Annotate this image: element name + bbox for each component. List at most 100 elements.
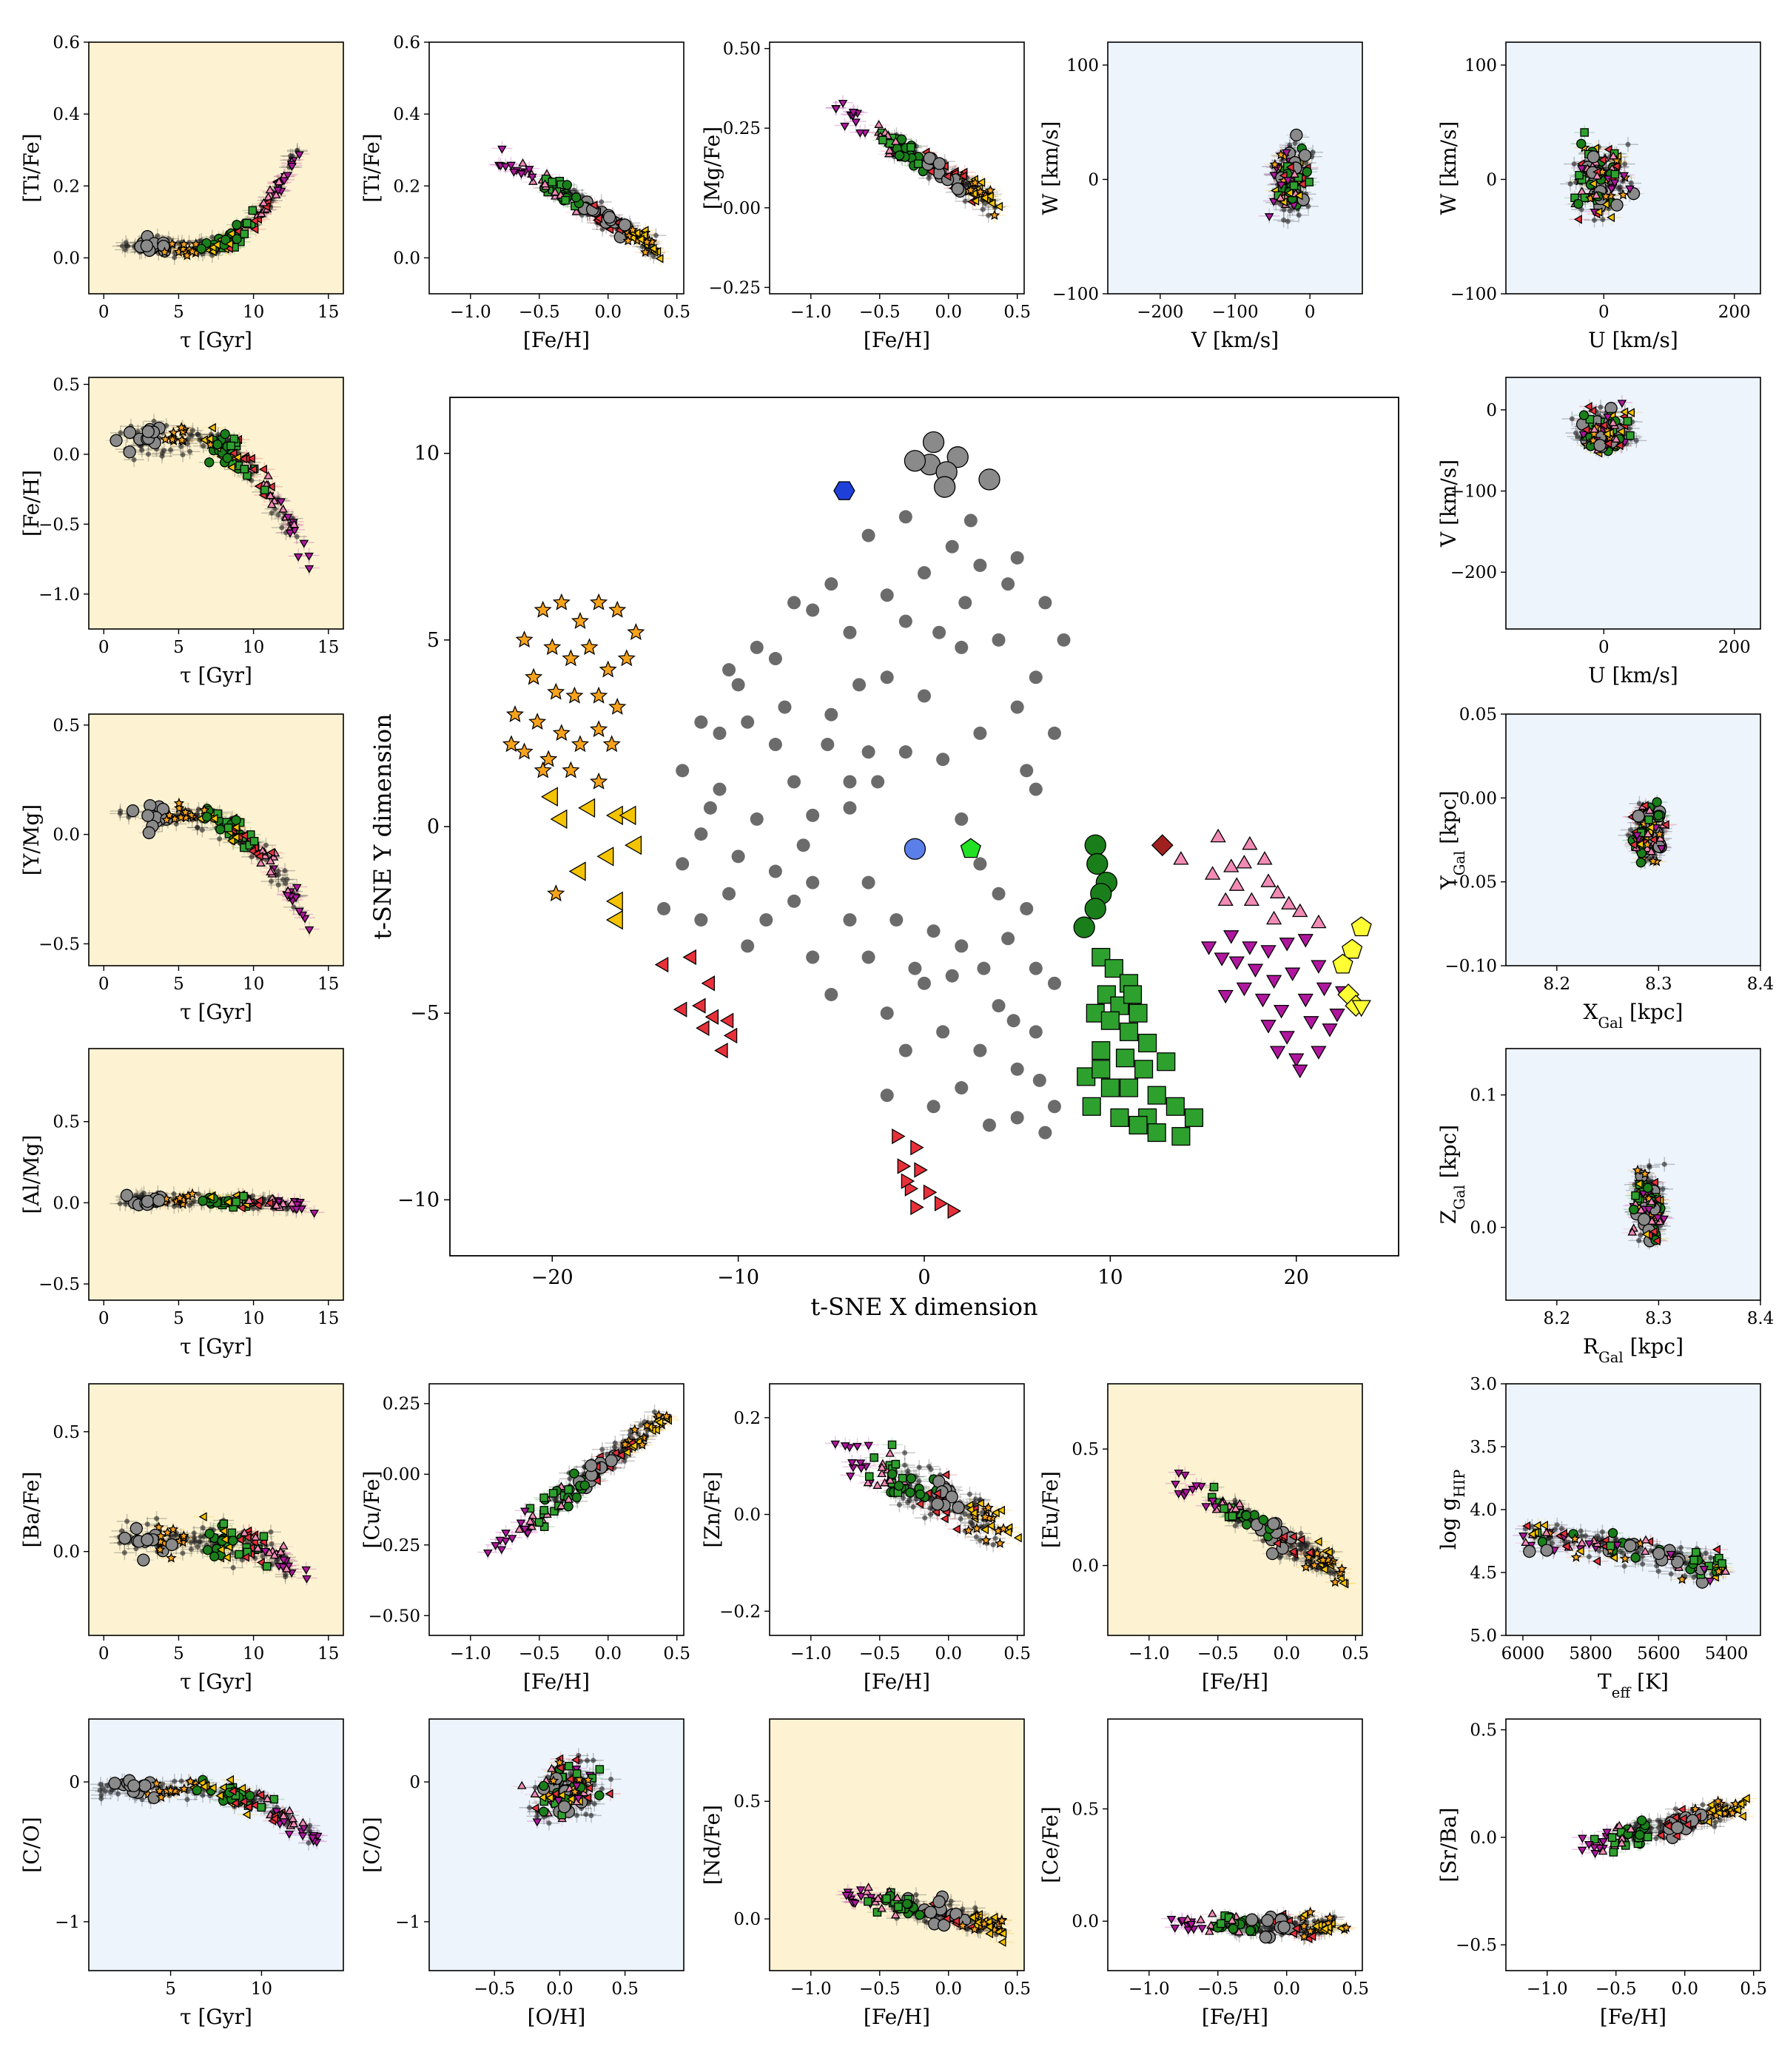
data-point-gray xyxy=(1593,439,1607,452)
data-point-magenta xyxy=(283,514,293,522)
points xyxy=(112,143,310,265)
y-axis-label: [Ti/Fe] xyxy=(360,133,384,202)
panel-frame xyxy=(1505,41,1761,295)
data-point xyxy=(1310,149,1316,155)
data-point-orange xyxy=(198,804,210,815)
data-point-red xyxy=(589,200,598,210)
data-point-red xyxy=(1584,402,1592,411)
data-point-darkgreen xyxy=(222,453,232,463)
data-point-gold xyxy=(987,198,996,209)
data-point-red xyxy=(1581,425,1590,435)
panel-feh-age: 0 5 10 15 −1.0 −0.5 0.0 0.5 τ [Gyr] [Fe/H] xyxy=(19,375,344,687)
x-axis-label: τ [Gyr] xyxy=(180,328,252,352)
data-point-gold xyxy=(231,822,240,832)
data-point-green xyxy=(248,206,258,215)
data-point-green xyxy=(914,159,923,169)
data-point-green xyxy=(226,441,235,451)
data-point xyxy=(294,534,300,539)
x-axis-label: [Fe/H] xyxy=(523,328,590,352)
data-point xyxy=(280,877,286,883)
data-point-green xyxy=(548,178,556,186)
data-point-gray xyxy=(618,218,631,232)
data-point-magenta xyxy=(276,498,286,507)
data-point-pink xyxy=(266,500,277,508)
y-axis-label: V [km/s] xyxy=(1436,460,1461,548)
data-point-pink xyxy=(528,176,538,185)
x-tick-label: 0 xyxy=(98,638,110,657)
y-tick-label: 0.2 xyxy=(393,177,420,196)
data-point-magenta xyxy=(299,539,309,548)
data-point xyxy=(275,512,281,518)
y-tick-label: −200 xyxy=(1450,563,1497,582)
data-point xyxy=(189,428,195,434)
data-point-pink xyxy=(1608,417,1618,426)
data-point-gold xyxy=(632,228,641,238)
panel-background xyxy=(1506,377,1760,629)
y-tick-label: 0.6 xyxy=(53,33,80,53)
data-point xyxy=(118,430,124,436)
data-point-gold xyxy=(655,254,664,263)
data-point xyxy=(195,431,201,437)
data-point xyxy=(1281,217,1287,223)
data-point-pink xyxy=(1608,151,1618,160)
data-point-green xyxy=(1626,431,1635,440)
points xyxy=(825,95,1011,223)
data-point xyxy=(1567,181,1573,186)
data-point xyxy=(168,447,174,453)
panel-background xyxy=(89,377,343,629)
panel-frame xyxy=(88,41,344,295)
x-tick-label: −100 xyxy=(1211,303,1258,322)
data-point-red xyxy=(250,224,259,235)
data-point-orange xyxy=(175,812,186,822)
data-point-gray xyxy=(1298,149,1312,162)
points xyxy=(1259,127,1324,229)
data-point-darkgreen xyxy=(571,192,582,203)
data-point-green xyxy=(878,135,887,145)
data-point-green xyxy=(1610,169,1620,179)
data-point-orange xyxy=(180,806,191,818)
x-tick-label: 0.5 xyxy=(663,303,690,322)
x-tick-label: 15 xyxy=(317,303,339,322)
x-axis-label: τ [Gyr] xyxy=(180,663,252,687)
y-tick-label: 0.4 xyxy=(53,105,80,124)
data-point-green xyxy=(240,465,249,474)
data-point-gold xyxy=(985,191,994,201)
x-tick-label: 5 xyxy=(173,303,184,322)
data-point-darkgreen xyxy=(562,180,573,190)
data-point-magenta xyxy=(1276,181,1286,190)
y-tick-label: 0.0 xyxy=(53,445,80,465)
points xyxy=(1561,395,1647,461)
y-tick-label: −1.0 xyxy=(38,585,80,605)
x-tick-label: 0 xyxy=(1305,303,1316,322)
data-point xyxy=(178,443,184,449)
data-point-magenta xyxy=(506,161,516,170)
data-point-darkgreen xyxy=(232,234,242,244)
y-tick-label: 0.00 xyxy=(723,199,761,218)
data-point xyxy=(117,810,123,816)
data-point xyxy=(159,453,165,459)
x-tick-label: 0 xyxy=(1598,638,1610,657)
panel-background xyxy=(89,42,343,294)
data-point-magenta xyxy=(293,553,303,562)
data-point-green xyxy=(1623,417,1632,426)
data-point-gold xyxy=(977,178,986,187)
data-point-magenta xyxy=(831,105,841,114)
data-point-orange xyxy=(1269,158,1281,169)
data-point-gold xyxy=(212,240,221,250)
data-point-green xyxy=(229,434,239,443)
data-point-green xyxy=(260,485,269,494)
data-point xyxy=(1292,140,1298,146)
data-point-orange xyxy=(1600,190,1612,201)
x-axis-label: U [km/s] xyxy=(1588,663,1678,687)
data-point-darkgreen xyxy=(1576,138,1587,149)
data-point-magenta xyxy=(304,552,314,561)
data-point xyxy=(1628,181,1634,186)
data-point-magenta xyxy=(1625,185,1635,194)
data-point-green xyxy=(1580,128,1589,137)
x-tick-label: 0 xyxy=(98,975,110,994)
data-point-gray xyxy=(923,152,936,165)
y-axis-label: [Y/Mg] xyxy=(19,804,44,875)
panel-background xyxy=(89,714,343,966)
data-point xyxy=(1573,430,1579,436)
data-point-pink xyxy=(571,206,582,215)
